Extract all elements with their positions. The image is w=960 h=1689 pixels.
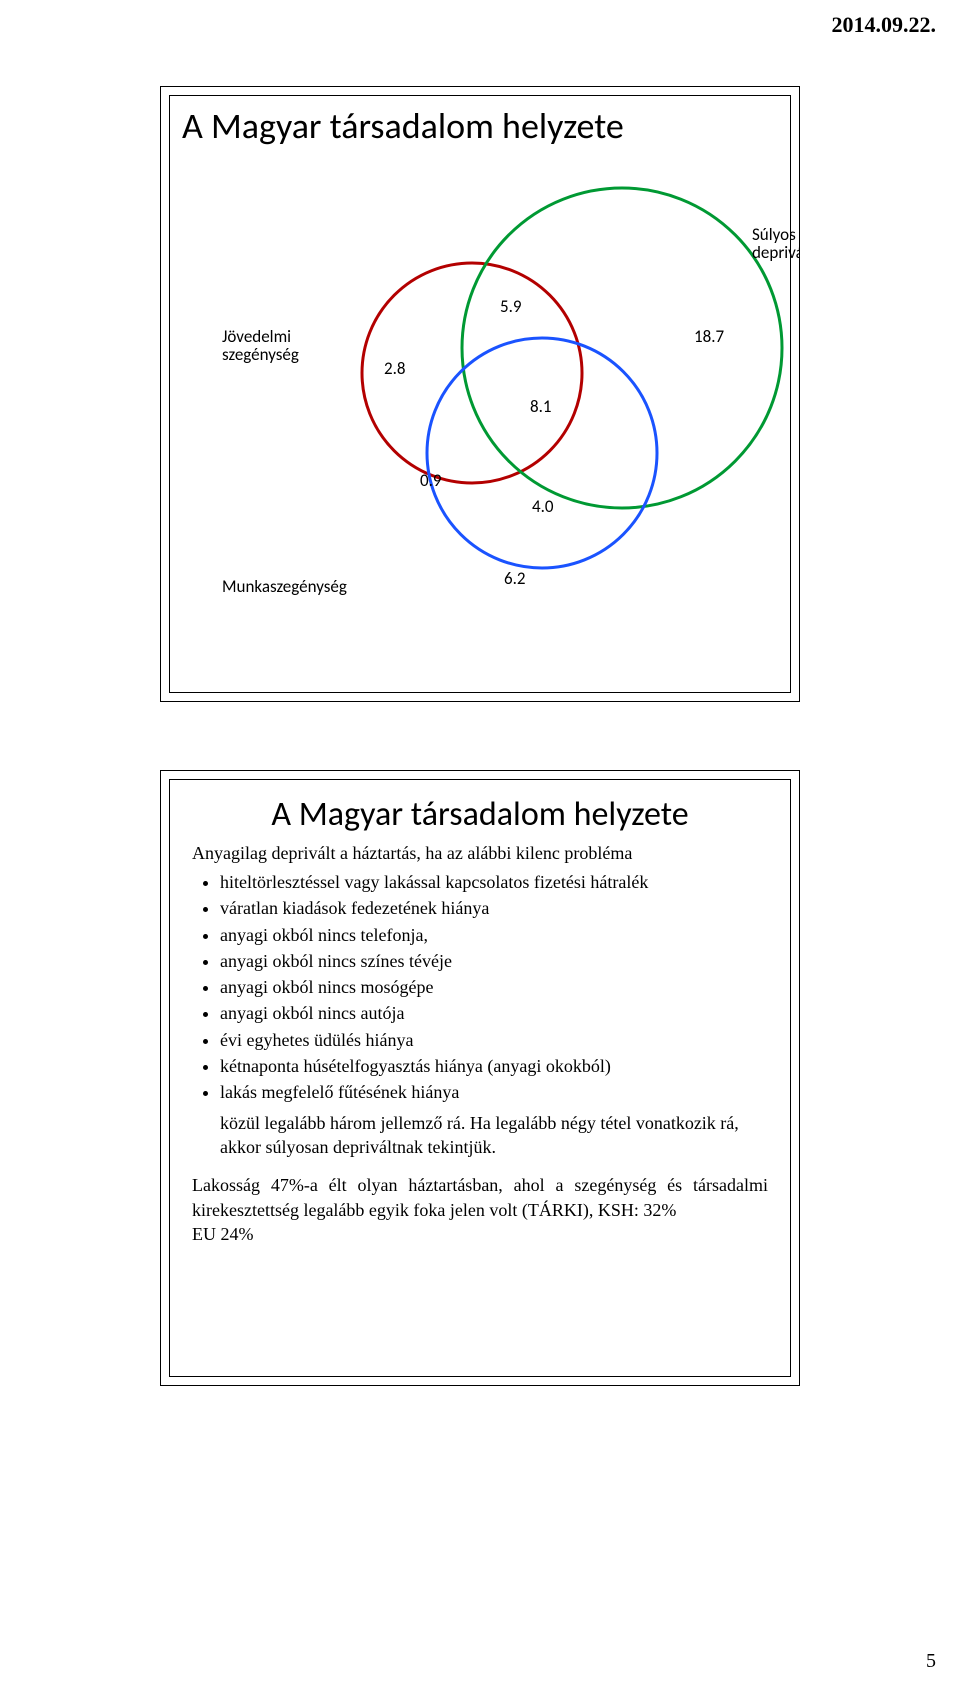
paragraph: Lakosság 47%-a élt olyan háztartásban, a…: [192, 1173, 768, 1222]
eu-line: EU 24%: [192, 1224, 768, 1245]
n-4-0: 4.0: [532, 496, 554, 517]
page-number: 5: [926, 1650, 936, 1673]
slide-venn: A Magyar társadalom helyzete Jövedelmisz…: [160, 86, 800, 702]
n-8-1: 8.1: [530, 396, 552, 417]
slide-text: A Magyar társadalom helyzete Anyagilag d…: [160, 770, 800, 1386]
list-item: anyagi okból nincs autója: [220, 1001, 768, 1025]
venn-svg: [182, 148, 800, 628]
list-item: anyagi okból nincs színes tévéje: [220, 949, 768, 973]
venn-diagram: Jövedelmiszegénység Súlyos anyagideprivác…: [182, 148, 800, 628]
header-date: 2014.09.22.: [832, 12, 937, 38]
list-item: anyagi okból nincs telefonja,: [220, 923, 768, 947]
slide2-title: A Magyar társadalom helyzete: [192, 794, 768, 835]
slide1-title: A Magyar társadalom helyzete: [182, 104, 778, 148]
venn-circle-material-deprivation: [462, 188, 782, 508]
list-item: kétnaponta húsételfogyasztás hiánya (any…: [220, 1054, 768, 1078]
list-item: váratlan kiadások fedezetének hiánya: [220, 896, 768, 920]
list-item: anyagi okból nincs mosógépe: [220, 975, 768, 999]
list-item: lakás megfelelő fűtésének hiánya: [220, 1080, 768, 1104]
page: 2014.09.22. A Magyar társadalom helyzete…: [0, 0, 960, 1689]
label-sulyos-dep: Súlyos anyagidepriváció: [752, 226, 800, 262]
n-18-7: 18.7: [694, 326, 724, 347]
bullet-list: hiteltörlesztéssel vagy lakással kapcsol…: [192, 870, 768, 1105]
n-6-2: 6.2: [504, 568, 526, 589]
slide2-subtitle: Anyagilag deprivált a háztartás, ha az a…: [192, 843, 768, 864]
n-2-8: 2.8: [384, 358, 406, 379]
label-jov-szeg: Jövedelmiszegénység: [222, 328, 299, 364]
n-5-9: 5.9: [500, 296, 522, 317]
label-munkaszeg: Munkaszegénység: [222, 578, 347, 596]
afterlist-text: közül legalább három jellemző rá. Ha leg…: [220, 1111, 768, 1160]
list-item: hiteltörlesztéssel vagy lakással kapcsol…: [220, 870, 768, 894]
slide-text-inner: A Magyar társadalom helyzete Anyagilag d…: [169, 779, 791, 1377]
venn-circle-work-poverty: [427, 338, 657, 568]
list-item: évi egyhetes üdülés hiánya: [220, 1028, 768, 1052]
slide-venn-inner: A Magyar társadalom helyzete Jövedelmisz…: [169, 95, 791, 693]
n-0-9: 0.9: [420, 470, 442, 491]
